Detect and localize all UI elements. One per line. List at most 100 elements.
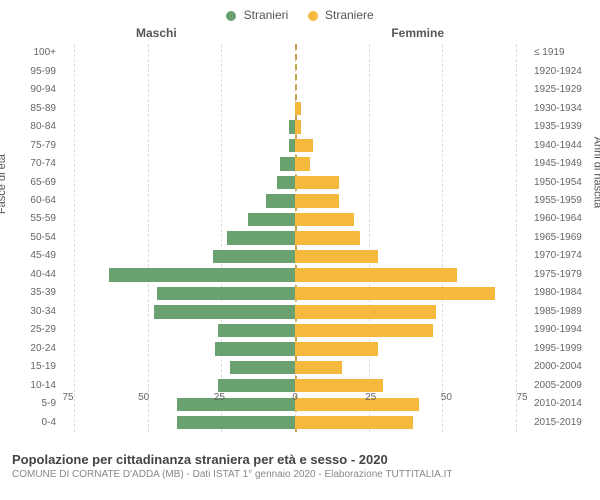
age-label: 75-79: [6, 141, 56, 151]
bar-male: [109, 268, 295, 281]
bar-row: [74, 213, 516, 226]
age-label: 30-34: [6, 307, 56, 317]
bar-female: [295, 176, 339, 189]
legend-male-swatch: [226, 11, 236, 21]
age-label: 5-9: [6, 399, 56, 409]
age-label: 0-4: [6, 418, 56, 428]
bar-male: [213, 250, 296, 263]
birth-label: 1995-1999: [534, 344, 594, 354]
bar-female: [295, 342, 378, 355]
age-label: 50-54: [6, 233, 56, 243]
birth-label: 1950-1954: [534, 178, 594, 188]
age-label: 45-49: [6, 251, 56, 261]
birth-label: 2005-2009: [534, 381, 594, 391]
bar-male: [266, 194, 295, 207]
age-label: 15-19: [6, 362, 56, 372]
x-tick: 50: [138, 392, 149, 403]
x-tick: 75: [516, 392, 527, 403]
birth-label: 1980-1984: [534, 288, 594, 298]
birth-label: 1970-1974: [534, 251, 594, 261]
bar-male: [218, 324, 295, 337]
chart-title: Popolazione per cittadinanza straniera p…: [12, 452, 594, 467]
bar-female: [295, 305, 436, 318]
bar-row: [74, 250, 516, 263]
birth-label: 1920-1924: [534, 67, 594, 77]
bar-male: [154, 305, 295, 318]
bar-row: [74, 102, 516, 115]
y-axis-right-labels: ≤ 1919 1920-1924 1925-1929 1930-1934 1935-19…: [530, 44, 594, 432]
bar-row: [74, 139, 516, 152]
age-label: 95-99: [6, 67, 56, 77]
age-label: 100+: [6, 48, 56, 58]
legend-female-swatch: [308, 11, 318, 21]
age-label: 35-39: [6, 288, 56, 298]
bar-female: [295, 194, 339, 207]
bar-female: [295, 324, 433, 337]
bar-row: [74, 342, 516, 355]
x-tick: 25: [365, 392, 376, 403]
birth-label: 1935-1939: [534, 122, 594, 132]
birth-label: 1990-1994: [534, 325, 594, 335]
x-tick: 75: [62, 392, 73, 403]
header-female: Femmine: [391, 26, 444, 40]
age-label: 40-44: [6, 270, 56, 280]
bar-male: [227, 231, 295, 244]
bar-female: [295, 139, 313, 152]
bar-male: [277, 176, 295, 189]
bar-row: [74, 416, 516, 429]
legend-male: Stranieri: [226, 8, 288, 22]
bar-row: [74, 324, 516, 337]
bar-row: [74, 231, 516, 244]
bar-male: [218, 379, 295, 392]
birth-label: 1975-1979: [534, 270, 594, 280]
bar-male: [248, 213, 295, 226]
birth-label: ≤ 1919: [534, 48, 594, 58]
age-label: 60-64: [6, 196, 56, 206]
birth-label: 1965-1969: [534, 233, 594, 243]
bar-female: [295, 120, 301, 133]
bar-female: [295, 268, 457, 281]
age-label: 85-89: [6, 104, 56, 114]
bar-female: [295, 102, 301, 115]
bar-row: [74, 268, 516, 281]
legend-female-label: Straniere: [325, 8, 374, 22]
bar-female: [295, 379, 383, 392]
population-pyramid: Stranieri Straniere Maschi Femmine Fasce…: [0, 0, 600, 500]
bar-female: [295, 287, 495, 300]
x-axis: 7550250255075: [68, 392, 522, 406]
birth-label: 1930-1934: [534, 104, 594, 114]
age-label: 65-69: [6, 178, 56, 188]
birth-label: 1940-1944: [534, 141, 594, 151]
bars-container: [74, 44, 516, 432]
x-tick: 50: [441, 392, 452, 403]
bar-male: [215, 342, 295, 355]
bar-row: [74, 361, 516, 374]
bar-male: [177, 416, 295, 429]
birth-label: 2000-2004: [534, 362, 594, 372]
x-tick: 25: [214, 392, 225, 403]
header-male: Maschi: [136, 26, 177, 40]
legend: Stranieri Straniere: [6, 8, 594, 22]
bar-row: [74, 194, 516, 207]
age-label: 80-84: [6, 122, 56, 132]
bar-row: [74, 120, 516, 133]
chart-subtitle: COMUNE DI CORNATE D'ADDA (MB) - Dati IST…: [12, 469, 594, 480]
age-label: 10-14: [6, 381, 56, 391]
plot-area: Fasce di età Anni di nascita 100+95-9990…: [6, 44, 594, 432]
bar-male: [157, 287, 295, 300]
bar-row: [74, 287, 516, 300]
bar-row: [74, 176, 516, 189]
bar-female: [295, 250, 378, 263]
age-label: 55-59: [6, 214, 56, 224]
birth-label: 1960-1964: [534, 214, 594, 224]
x-tick: 0: [292, 392, 298, 403]
bar-row: [74, 65, 516, 78]
bar-female: [295, 416, 413, 429]
bar-female: [295, 231, 360, 244]
birth-label: 1955-1959: [534, 196, 594, 206]
bar-female: [295, 157, 310, 170]
column-headers: Maschi Femmine: [6, 26, 594, 42]
birth-label: 1925-1929: [534, 85, 594, 95]
birth-label: 1985-1989: [534, 307, 594, 317]
birth-label: 1945-1949: [534, 159, 594, 169]
